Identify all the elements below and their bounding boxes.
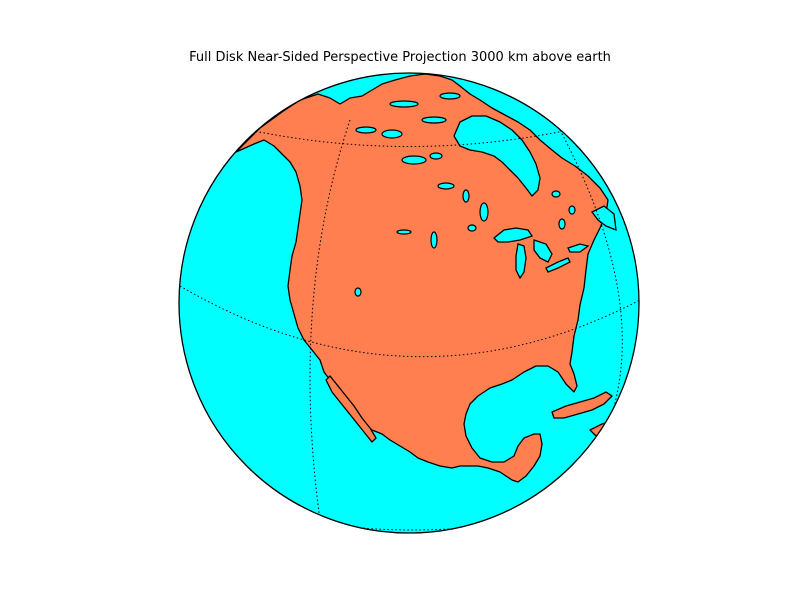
figure-title: Full Disk Near-Sided Perspective Project… bbox=[189, 50, 611, 65]
meridian-right bbox=[559, 129, 623, 421]
small-lakes bbox=[354, 92, 576, 297]
lake-athabasca bbox=[437, 182, 455, 190]
lake-winnipeg bbox=[479, 202, 489, 222]
baja-california-land bbox=[325, 375, 377, 443]
great-slave-lake bbox=[401, 155, 427, 165]
lake-of-the-woods bbox=[467, 224, 477, 232]
reindeer-lake bbox=[462, 189, 470, 203]
lake-winnipegosis bbox=[430, 231, 438, 249]
arctic-strait-1 bbox=[355, 126, 377, 134]
arctic-strait-3 bbox=[389, 100, 419, 108]
quebec-lake-1 bbox=[551, 190, 561, 198]
lake-erie bbox=[545, 257, 571, 273]
gulf-of-st-lawrence bbox=[591, 205, 617, 232]
nunavut-lake-2 bbox=[429, 152, 443, 160]
great-salt-lake bbox=[354, 287, 362, 297]
hudson-bay bbox=[453, 115, 541, 197]
lake-ontario bbox=[567, 243, 590, 253]
mistassini-lake bbox=[558, 218, 566, 230]
arctic-strait-4 bbox=[439, 92, 461, 100]
nunavut-lake-1 bbox=[396, 229, 412, 235]
parallel-upper bbox=[239, 127, 579, 147]
arctic-strait-2 bbox=[421, 116, 447, 124]
lake-superior bbox=[493, 227, 534, 243]
parallel-middle bbox=[179, 285, 639, 358]
lake-michigan bbox=[515, 243, 527, 280]
great-bear-lake bbox=[381, 129, 403, 139]
globe-outline bbox=[178, 72, 640, 534]
lake-huron bbox=[533, 239, 553, 263]
quebec-lake-2 bbox=[568, 205, 576, 215]
cuba-land bbox=[551, 391, 613, 419]
